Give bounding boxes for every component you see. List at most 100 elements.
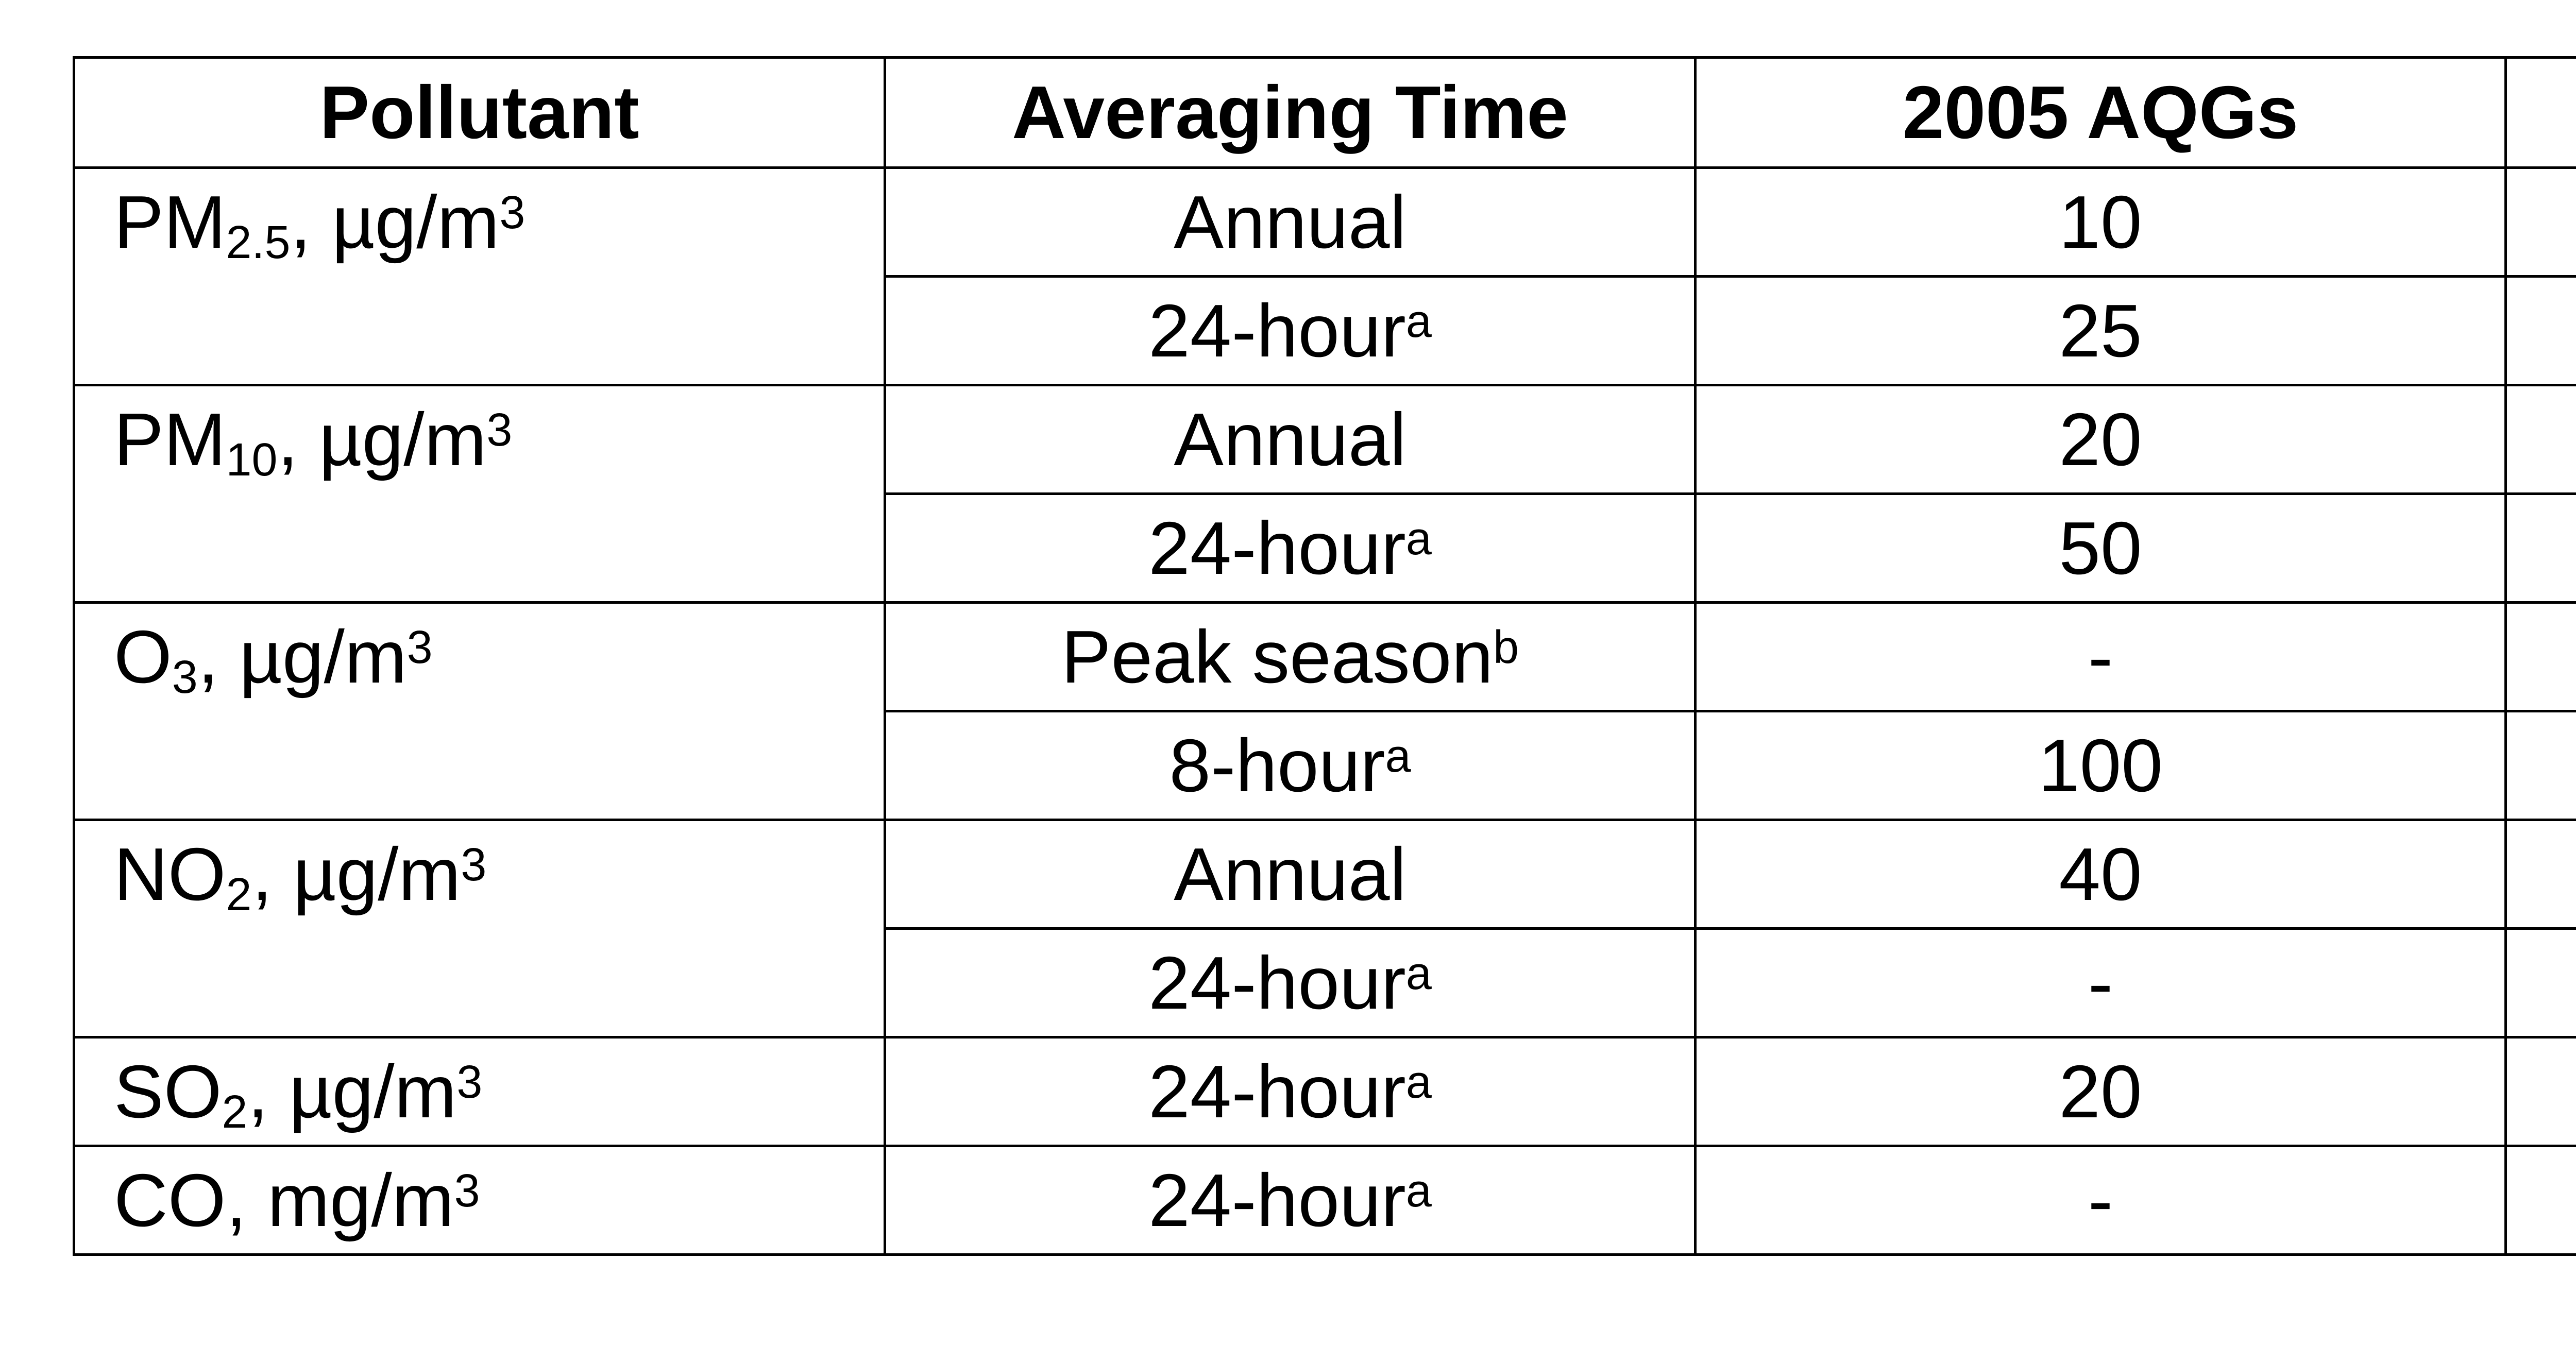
aqg-2005-value: 100 <box>2038 723 2163 807</box>
header-pollutant: Pollutant <box>73 56 886 169</box>
aqg-2021-cell: 25 <box>2504 927 2576 1038</box>
pollutant-unit-superscript: 3 <box>454 1165 480 1217</box>
averaging-time-cell: 8-houra <box>884 710 1697 821</box>
aqg-2005-cell: - <box>1694 927 2507 1038</box>
aqg-2005-cell: 100 <box>1694 710 2507 821</box>
averaging-time-cell: 24-houra <box>884 1145 1697 1256</box>
pollutant-formula: PM <box>114 398 226 481</box>
averaging-time-label: Peak season <box>1061 615 1494 699</box>
averaging-time-label: 24-hour <box>1148 1158 1406 1242</box>
aqg-2005-value: 20 <box>2059 397 2142 481</box>
pollutant-unit: , µg/m <box>251 832 461 916</box>
pollutant-subscript: 2 <box>226 869 252 921</box>
pollutant-subscript: 10 <box>226 434 278 486</box>
averaging-time-cell: Annual <box>884 384 1697 495</box>
averaging-time-cell: 24-houra <box>884 1036 1697 1147</box>
aqg-2005-value: 10 <box>2059 180 2142 264</box>
aqg-2005-cell: 40 <box>1694 819 2507 930</box>
aqg-2005-value: 40 <box>2059 832 2142 916</box>
aqg-table: Pollutant Averaging Time 2005 AQGs 2021 … <box>73 56 2576 1256</box>
aqg-2005-value: 20 <box>2059 1049 2142 1133</box>
aqg-2021-cell: 15 <box>2504 275 2576 386</box>
aqg-2021-cell: 15 <box>2504 384 2576 495</box>
footnote-superscript: b <box>1493 621 1519 673</box>
footnote-superscript: a <box>1405 1165 1432 1217</box>
averaging-time-label: 8-hour <box>1169 723 1385 807</box>
pollutant-unit: , µg/m <box>290 180 500 264</box>
pollutant-unit: , µg/m <box>277 398 487 481</box>
footnote-superscript: a <box>1405 295 1432 347</box>
footnote-superscript: a <box>1405 1056 1432 1108</box>
pollutant-unit-superscript: 3 <box>499 187 526 239</box>
aqg-2021-cell: 100 <box>2504 710 2576 821</box>
pollutant-subscript: 2.5 <box>226 216 291 268</box>
aqg-2005-value: 25 <box>2059 288 2142 372</box>
aqg-2021-cell: 5 <box>2504 166 2576 278</box>
pollutant-cell: NO2, µg/m3 <box>73 819 886 1038</box>
table-row: O3, µg/m3 Peak seasonb - 60 <box>73 601 2576 821</box>
averaging-time-label: 24-hour <box>1148 288 1406 372</box>
aqg-2005-cell: 20 <box>1694 384 2507 495</box>
pollutant-subscript: 2 <box>222 1086 248 1138</box>
aqg-2021-cell: 10 <box>2504 819 2576 930</box>
aqg-2005-value: - <box>2088 1158 2113 1242</box>
pollutant-subscript: 3 <box>172 651 198 703</box>
aqg-2021-cell: 45 <box>2504 492 2576 604</box>
averaging-time-label: Annual <box>1174 832 1406 916</box>
pollutant-unit: , µg/m <box>247 1050 457 1133</box>
pollutant-formula: NO <box>114 832 226 916</box>
header-row: Pollutant Averaging Time 2005 AQGs 2021 … <box>73 56 2576 169</box>
header-2005-aqgs: 2005 AQGs <box>1694 56 2507 169</box>
aqg-2005-cell: 20 <box>1694 1036 2507 1147</box>
footnote-superscript: a <box>1385 730 1411 782</box>
aqg-2005-value: - <box>2088 615 2113 699</box>
footnote-superscript: a <box>1405 513 1432 565</box>
pollutant-unit: , mg/m <box>226 1159 454 1242</box>
aqg-2005-cell: 10 <box>1694 166 2507 278</box>
table-row: PM2.5, µg/m3 Annual 10 5 <box>73 166 2576 386</box>
aqg-2021-cell: 40 <box>2504 1036 2576 1147</box>
averaging-time-cell: Annual <box>884 166 1697 278</box>
aqg-2005-cell: 50 <box>1694 492 2507 604</box>
pollutant-unit: , µg/m <box>197 615 407 699</box>
header-2021-aqgs: 2021 AQGs <box>2504 56 2576 169</box>
averaging-time-cell: 24-houra <box>884 927 1697 1038</box>
footnote-superscript: a <box>1405 947 1432 999</box>
pollutant-cell: PM2.5, µg/m3 <box>73 166 886 386</box>
pollutant-cell: CO, mg/m3 <box>73 1145 886 1256</box>
table-row: SO2, µg/m3 24-houra 20 40 <box>73 1036 2576 1147</box>
aqg-2021-cell: 4 <box>2504 1145 2576 1256</box>
averaging-time-cell: Annual <box>884 819 1697 930</box>
averaging-time-label: 24-hour <box>1148 1049 1406 1133</box>
pollutant-cell: SO2, µg/m3 <box>73 1036 886 1147</box>
table-row: 24-houra - 25 <box>74 927 2576 1038</box>
pollutant-cell: O3, µg/m3 <box>73 601 886 821</box>
aqg-2005-value: 50 <box>2059 506 2142 590</box>
pollutant-unit-superscript: 3 <box>406 622 433 674</box>
pollutant-formula: CO <box>114 1159 226 1242</box>
aqg-2005-cell: - <box>1694 601 2507 712</box>
table-row: CO, mg/m3 24-houra - 4 <box>73 1145 2576 1256</box>
aqg-2021-cell: 60 <box>2504 601 2576 712</box>
pollutant-unit-superscript: 3 <box>461 839 487 891</box>
averaging-time-label: 24-hour <box>1148 941 1406 1025</box>
pollutant-cell: PM10, µg/m3 <box>73 384 886 604</box>
pollutant-formula: O <box>114 615 172 699</box>
table-row: 8-houra 100 100 <box>74 710 2576 821</box>
aqg-2005-cell: - <box>1694 1145 2507 1256</box>
averaging-time-label: 24-hour <box>1148 506 1406 590</box>
averaging-time-label: Annual <box>1174 180 1406 264</box>
averaging-time-cell: 24-houra <box>884 492 1697 604</box>
table-row: 24-houra 25 15 <box>74 275 2576 386</box>
table-row: 24-houra 50 45 <box>74 492 2576 604</box>
aqg-2005-value: - <box>2088 941 2113 1025</box>
averaging-time-label: Annual <box>1174 397 1406 481</box>
table-row: NO2, µg/m3 Annual 40 10 <box>73 819 2576 1038</box>
pollutant-unit-superscript: 3 <box>486 404 513 456</box>
averaging-time-cell: 24-houra <box>884 275 1697 386</box>
pollutant-formula: SO <box>114 1050 222 1133</box>
pollutant-unit-superscript: 3 <box>456 1057 483 1109</box>
header-averaging-time: Averaging Time <box>884 56 1697 169</box>
pollutant-formula: PM <box>114 180 226 264</box>
table-row: PM10, µg/m3 Annual 20 15 <box>73 384 2576 604</box>
